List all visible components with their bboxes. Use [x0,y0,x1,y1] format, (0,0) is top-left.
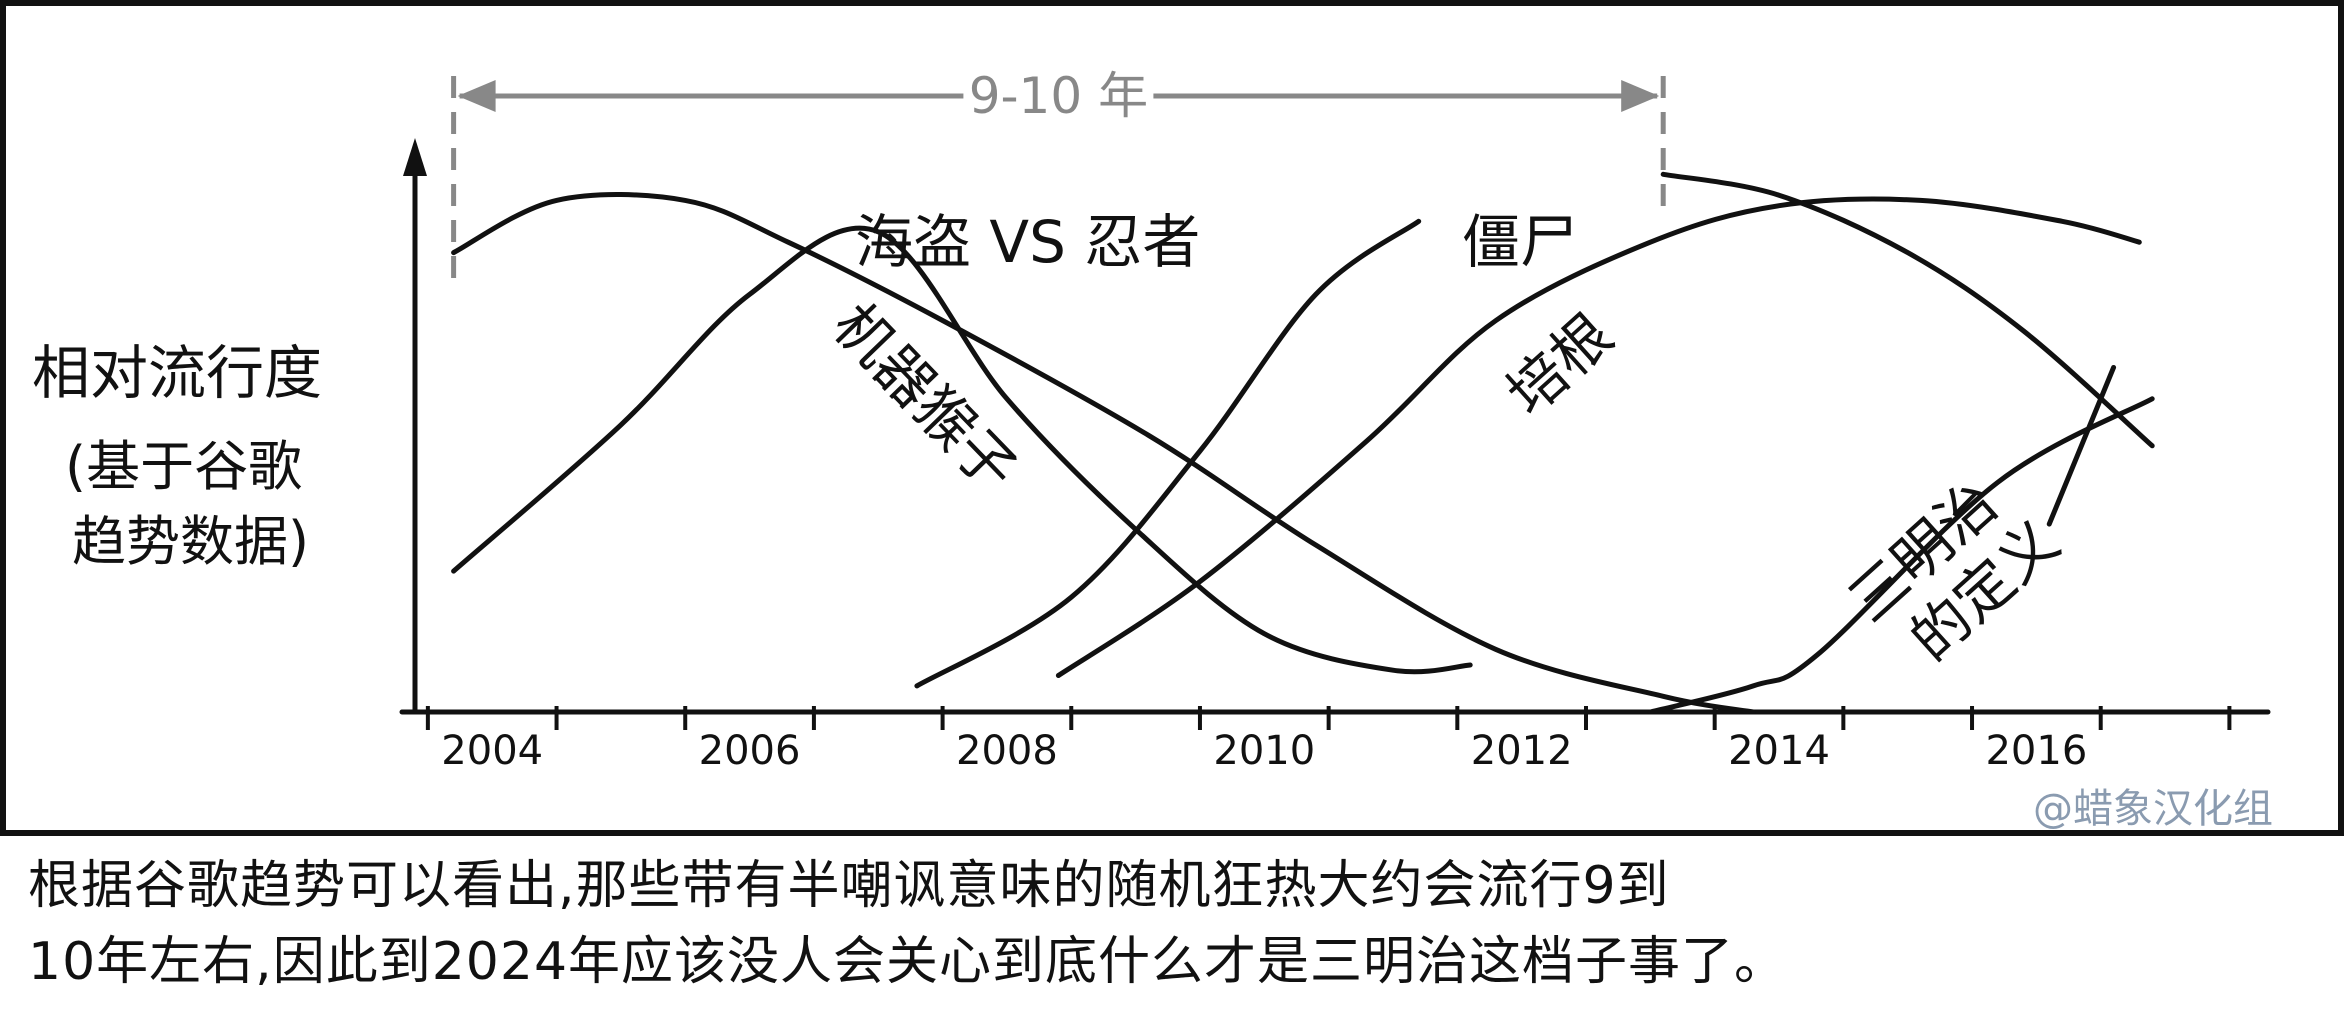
caption: 根据谷歌趋势可以看出,那些带有半嘲讽意味的随机狂热大约会流行9到 10年左右,因… [28,848,2338,1000]
cross-stroke [2046,364,2117,527]
trend-line-1 [451,225,1473,675]
trend-curves [451,171,2155,715]
trend-line-4 [1647,396,2155,715]
y-label-line2: (基于谷歌 [65,435,302,498]
label-pirates-vs-ninjas: 海盗 VS 忍者 [855,208,1200,276]
watermark: @蜡象汉化组 [2033,786,2273,832]
caption-line-1: 根据谷歌趋势可以看出,那些带有半嘲讽意味的随机狂热大约会流行9到 [28,856,1670,916]
x-tick-label: 2012 [1471,728,1573,774]
y-label-line3: 趋势数据) [72,510,309,573]
label-bacon: 培根 [1494,300,1626,428]
trend-line-3 [1055,196,2142,678]
trend-line-0 [451,192,1756,715]
label-sandwich-definition: 三明治 的定义 [1835,468,2072,674]
x-tick-label: 2016 [1985,728,2087,774]
label-zombies: 僵尸 [1462,208,1578,276]
span-arrowhead-left [457,80,496,112]
trend-line-5 [1660,171,2155,449]
span-annotation: 9-10 年 [451,67,1666,290]
y-label-line1: 相对流行度 [32,339,322,407]
x-tick-label: 2010 [1213,728,1315,774]
trend-line-2 [914,218,1422,689]
caption-line-2: 10年左右,因此到2024年应该没人会关心到底什么才是三明治这档子事了。 [28,932,1788,992]
x-tick-label: 2004 [441,728,543,774]
y-axis-arrowhead [403,138,427,176]
label-robot-monkeys: 机器猴子 [820,290,1030,504]
x-tick-label: 2008 [956,728,1058,774]
x-axis-ticks: 2004 2006 2008 2010 2012 2014 2016 [425,706,2232,774]
x-tick-label: 2006 [699,728,801,774]
popularity-chart: 9-10 年 2004 2006 2008 2010 2012 2014 2016 海盗 V… [0,0,2344,836]
span-label: 9-10 年 [969,67,1148,125]
panel-border [0,0,2344,836]
span-arrowhead-right [1621,80,1660,112]
x-tick-label: 2014 [1728,728,1830,774]
comic-panel: 9-10 年 2004 2006 2008 2010 2012 2014 2016 海盗 V… [0,0,2344,836]
